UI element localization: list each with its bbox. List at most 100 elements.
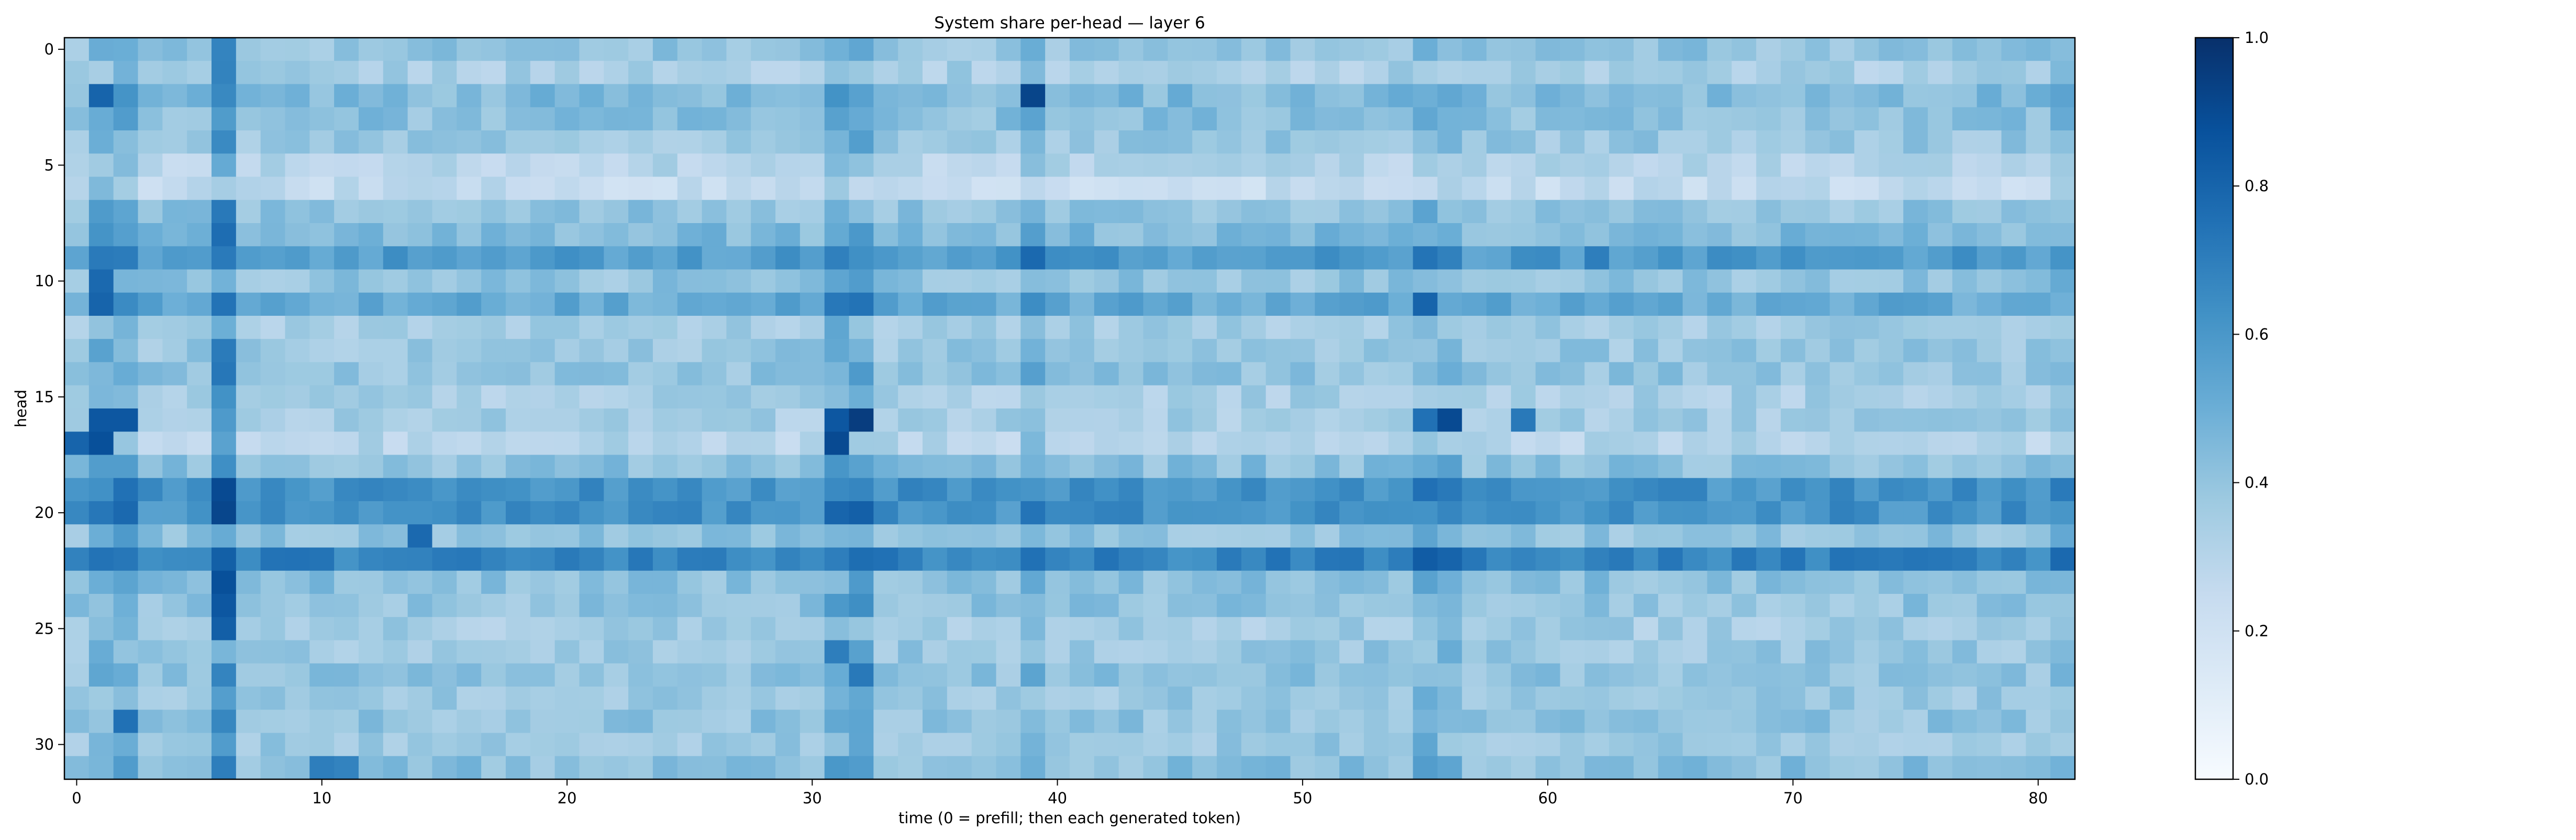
- heatmap-cell: [1143, 617, 1168, 641]
- heatmap-cell: [309, 316, 335, 339]
- heatmap-cell: [88, 617, 114, 641]
- heatmap-cell: [726, 570, 751, 594]
- heatmap-cell: [1928, 478, 1953, 502]
- heatmap-cell: [604, 38, 629, 61]
- heatmap-cell: [187, 524, 212, 548]
- heatmap-cell: [1070, 200, 1095, 224]
- heatmap-cell: [1879, 153, 1904, 178]
- heatmap-cell: [702, 223, 727, 247]
- heatmap-cell: [1094, 385, 1119, 409]
- heatmap-cell: [1928, 223, 1953, 247]
- heatmap-cell: [1339, 524, 1364, 548]
- heatmap-cell: [579, 153, 604, 178]
- heatmap-cell: [1584, 524, 1609, 548]
- heatmap-cell: [1903, 594, 1928, 617]
- heatmap-cell: [604, 408, 629, 432]
- heatmap-cell: [873, 61, 898, 85]
- heatmap-cell: [1216, 385, 1242, 409]
- heatmap-cell: [947, 316, 972, 339]
- heatmap-cell: [1118, 687, 1144, 710]
- heatmap-cell: [88, 733, 114, 757]
- heatmap-cell: [628, 408, 653, 432]
- heatmap-cell: [1462, 501, 1487, 525]
- heatmap-cell: [1634, 756, 1659, 780]
- heatmap-cell: [358, 339, 384, 363]
- heatmap-cell: [1192, 200, 1217, 224]
- heatmap-cell: [1854, 84, 1879, 108]
- heatmap-cell: [481, 130, 506, 154]
- heatmap-cell: [1168, 130, 1193, 154]
- heatmap-cell: [2050, 362, 2075, 386]
- heatmap-cell: [1658, 223, 1683, 247]
- heatmap-cell: [1731, 617, 1757, 641]
- y-tick-label: 20: [35, 504, 54, 522]
- heatmap-cell: [1290, 570, 1315, 594]
- heatmap-cell: [1511, 269, 1536, 293]
- heatmap-cell: [971, 246, 997, 270]
- heatmap-cell: [211, 756, 237, 780]
- heatmap-cell: [1070, 524, 1095, 548]
- heatmap-cell: [1879, 733, 1904, 757]
- heatmap-cell: [285, 640, 310, 664]
- heatmap-cell: [505, 107, 531, 131]
- heatmap-cell: [1756, 710, 1781, 734]
- heatmap-cell: [726, 130, 751, 154]
- heatmap-cell: [726, 432, 751, 456]
- heatmap-cell: [309, 524, 335, 548]
- heatmap-cell: [554, 501, 580, 525]
- heatmap-cell: [505, 663, 531, 687]
- heatmap-cell: [898, 594, 923, 617]
- heatmap-cell: [1388, 107, 1414, 131]
- heatmap-cell: [1977, 246, 2002, 270]
- heatmap-cell: [1216, 269, 1242, 293]
- heatmap-cell: [775, 130, 801, 154]
- heatmap-cell: [1265, 570, 1291, 594]
- heatmap-cell: [1462, 176, 1487, 201]
- heatmap-cell: [1070, 61, 1095, 85]
- heatmap-cell: [1829, 38, 1855, 61]
- heatmap-cell: [432, 292, 457, 316]
- heatmap-cell: [579, 501, 604, 525]
- heatmap-cell: [873, 223, 898, 247]
- heatmap-cell: [1413, 107, 1438, 131]
- heatmap-cell: [1070, 733, 1095, 757]
- heatmap-cell: [652, 570, 678, 594]
- heatmap-cell: [1192, 38, 1217, 61]
- heatmap-cell: [873, 362, 898, 386]
- heatmap-cell: [1118, 570, 1144, 594]
- heatmap-cell: [971, 362, 997, 386]
- heatmap-cell: [383, 478, 408, 502]
- heatmap-cell: [1118, 200, 1144, 224]
- heatmap-cell: [1805, 269, 1830, 293]
- heatmap-cell: [1879, 130, 1904, 154]
- heatmap-cell: [285, 594, 310, 617]
- heatmap-cell: [652, 246, 678, 270]
- heatmap-cell: [1756, 84, 1781, 108]
- heatmap-cell: [358, 524, 384, 548]
- heatmap-cell: [898, 756, 923, 780]
- heatmap-cell: [554, 687, 580, 710]
- heatmap-cell: [1805, 478, 1830, 502]
- heatmap-cell: [1265, 524, 1291, 548]
- heatmap-cell: [1805, 408, 1830, 432]
- heatmap-cell: [898, 524, 923, 548]
- heatmap-cell: [1854, 432, 1879, 456]
- heatmap-cell: [849, 223, 874, 247]
- heatmap-cell: [236, 223, 261, 247]
- heatmap-cell: [652, 316, 678, 339]
- heatmap-cell: [1560, 501, 1585, 525]
- heatmap-cell: [1903, 130, 1928, 154]
- heatmap-cell: [1560, 107, 1585, 131]
- heatmap-cell: [2050, 570, 2075, 594]
- heatmap-cell: [334, 524, 359, 548]
- heatmap-cell: [358, 269, 384, 293]
- heatmap-cells: [64, 38, 2075, 780]
- heatmap-cell: [1805, 107, 1830, 131]
- heatmap-cell: [1290, 501, 1315, 525]
- heatmap-cell: [1584, 61, 1609, 85]
- heatmap-cell: [1168, 640, 1193, 664]
- heatmap-cell: [1070, 292, 1095, 316]
- heatmap-cell: [604, 339, 629, 363]
- heatmap-cell: [1609, 408, 1634, 432]
- heatmap-cell: [800, 385, 825, 409]
